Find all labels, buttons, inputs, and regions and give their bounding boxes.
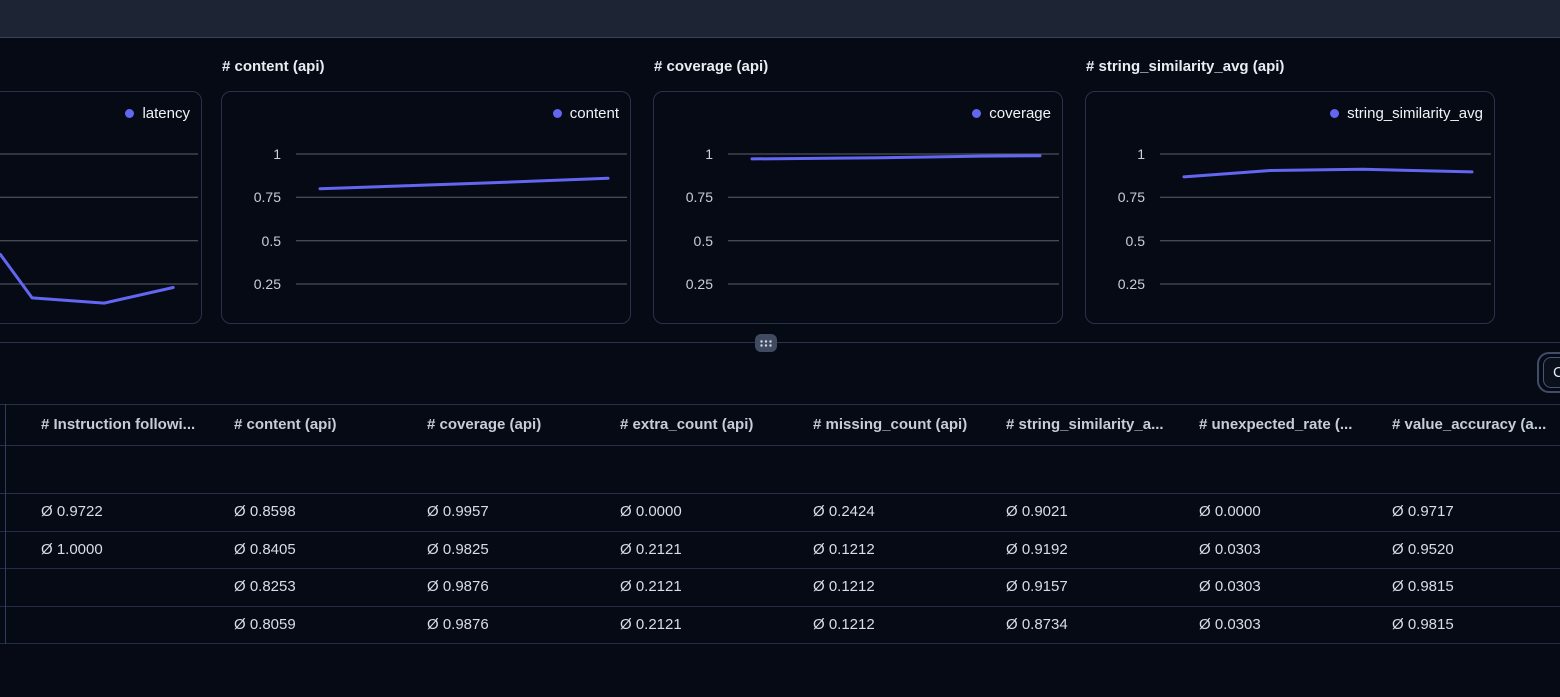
table-cell: Ø 0.0303: [1199, 540, 1261, 558]
table-cell: [5, 569, 198, 606]
table-row[interactable]: Ø 0.8059 Ø 0.9876 Ø 0.2121 Ø 0.1212 Ø 0.…: [0, 607, 1560, 644]
latency-line-chart: [0, 153, 198, 305]
chart-panel-content: 1 0.75 0.5 0.25 content: [221, 91, 631, 324]
table-cell: Ø 0.2121: [620, 578, 682, 595]
y-tick-label: 0.25: [253, 276, 281, 292]
chart-panel-coverage: 1 0.75 0.5 0.25 coverage: [653, 91, 1063, 324]
y-tick-label: 0.75: [253, 189, 281, 205]
legend-label: latency: [142, 105, 190, 122]
column-header[interactable]: # value_accuracy (a...: [1392, 416, 1547, 433]
table-cell: Ø 0.2424: [813, 503, 875, 520]
top-bar: [0, 0, 1560, 38]
y-tick-label: 0.75: [685, 189, 713, 205]
legend-label: string_similarity_avg: [1347, 105, 1483, 122]
y-tick-label: 0.5: [261, 233, 281, 249]
column-header[interactable]: # extra_count (api): [620, 416, 754, 433]
y-tick-label: 1: [273, 146, 281, 162]
table-cell: Ø 0.0000: [620, 503, 682, 520]
table-cell: Ø 0.8734: [1006, 615, 1068, 633]
table-cell: Ø 0.8253: [234, 578, 296, 595]
legend-label: coverage: [989, 105, 1051, 122]
table-cell: Ø 0.9520: [1392, 540, 1454, 558]
chart-title-coverage: # coverage (api): [654, 58, 769, 75]
y-tick-label: 0.5: [693, 233, 713, 249]
table-cell: Ø 0.9192: [1006, 540, 1068, 558]
column-header[interactable]: # string_similarity_a...: [1006, 416, 1163, 433]
table-cell: Ø 0.8405: [234, 540, 296, 558]
table-cell: Ø 0.9815: [1392, 615, 1454, 633]
table-cell: Ø 0.9717: [1392, 503, 1454, 520]
y-tick-label: 0.5: [1125, 233, 1145, 249]
table-cell: Ø 0.2121: [620, 615, 682, 633]
results-table: # Instruction followi... # content (api)…: [0, 404, 1560, 644]
legend: latency: [125, 105, 190, 122]
table-row[interactable]: Ø 0.9722 Ø 0.8598 Ø 0.9957 Ø 0.0000 Ø 0.…: [0, 494, 1560, 532]
y-tick-label: 0.25: [685, 276, 713, 292]
content-line-chart: [296, 153, 627, 285]
table-cell: Ø 0.9876: [427, 615, 489, 633]
table-left-border: [5, 404, 6, 644]
y-tick-label: 0.25: [1117, 276, 1145, 292]
table-cell: Ø 0.0303: [1199, 578, 1261, 595]
chart-panel-string-similarity: 1 0.75 0.5 0.25 string_similarity_avg: [1085, 91, 1495, 324]
table-cell: Ø 0.9815: [1392, 578, 1454, 595]
table-filter-row: [0, 446, 1560, 494]
table-row[interactable]: Ø 0.8253 Ø 0.9876 Ø 0.2121 Ø 0.1212 Ø 0.…: [0, 569, 1560, 607]
legend: content: [552, 105, 619, 122]
column-header[interactable]: # Instruction followi...: [41, 416, 196, 433]
chart-title-content: # content (api): [222, 58, 325, 75]
column-header[interactable]: # unexpected_rate (...: [1199, 416, 1353, 433]
table-cell: Ø 0.1212: [813, 578, 875, 595]
column-header[interactable]: # content (api): [234, 416, 337, 433]
y-tick-label: 0.75: [1117, 189, 1145, 205]
table-cell: Ø 0.2121: [620, 540, 682, 558]
string-similarity-line-chart: [1160, 153, 1491, 285]
table-cell: Ø 0.9825: [427, 540, 489, 558]
column-header[interactable]: # coverage (api): [427, 416, 542, 433]
table-cell: Ø 0.9021: [1006, 503, 1068, 520]
table-header-row: # Instruction followi... # content (api)…: [0, 404, 1560, 446]
legend-label: content: [569, 105, 619, 122]
table-cell: Ø 0.0000: [1199, 503, 1261, 520]
coverage-line-chart: [728, 153, 1059, 285]
y-tick-label: 1: [1137, 146, 1145, 162]
splitter-grip-handle[interactable]: [755, 334, 777, 352]
table-cell: Ø 0.9157: [1006, 578, 1068, 595]
grip-dots-icon: [760, 339, 772, 347]
table-cell: [5, 607, 198, 644]
panel-splitter[interactable]: [0, 342, 1560, 343]
legend-dot-icon: [972, 109, 982, 118]
legend-dot-icon: [125, 109, 135, 118]
y-tick-label: 1: [705, 146, 713, 162]
table-cell: Ø 0.8059: [234, 615, 296, 633]
chart-panel-latency: latency: [0, 91, 202, 324]
columns-button[interactable]: C: [1543, 357, 1560, 388]
table-cell: Ø 0.8598: [234, 503, 296, 520]
table-cell: Ø 0.1212: [813, 615, 875, 633]
chart-title-string-similarity: # string_similarity_avg (api): [1086, 58, 1285, 75]
table-cell: Ø 0.9722: [41, 503, 103, 520]
legend-dot-icon: [552, 109, 562, 118]
table-cell: Ø 1.0000: [41, 540, 103, 558]
legend: coverage: [972, 105, 1051, 122]
columns-button-focus-ring: [1537, 352, 1560, 393]
table-row[interactable]: Ø 1.0000 Ø 0.8405 Ø 0.9825 Ø 0.2121 Ø 0.…: [0, 532, 1560, 569]
legend-dot-icon: [1330, 109, 1340, 118]
column-header[interactable]: # missing_count (api): [813, 416, 968, 433]
legend: string_similarity_avg: [1330, 105, 1483, 122]
table-cell: Ø 0.0303: [1199, 615, 1261, 633]
table-cell: Ø 0.9876: [427, 578, 489, 595]
table-cell: Ø 0.9957: [427, 503, 489, 520]
table-cell: Ø 0.1212: [813, 540, 875, 558]
